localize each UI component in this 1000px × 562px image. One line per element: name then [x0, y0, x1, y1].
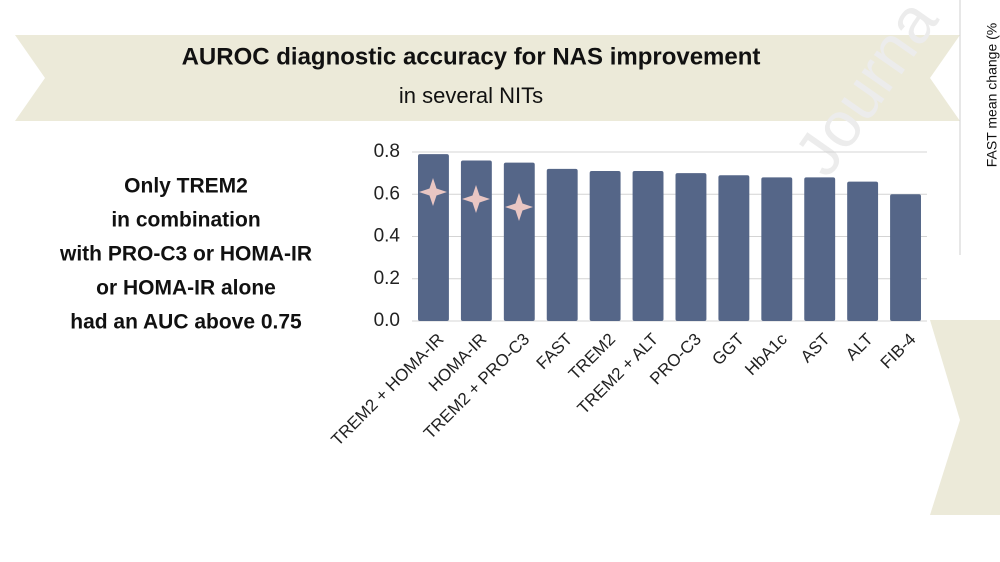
- annotation-line: in combination: [111, 209, 260, 232]
- y-tick-label: 0.0: [374, 310, 400, 331]
- bar: [761, 177, 793, 321]
- bar: [847, 181, 879, 321]
- markers: [419, 178, 533, 221]
- y-tick-label: 0.8: [374, 141, 400, 162]
- annotation-line: or HOMA-IR alone: [96, 277, 276, 300]
- bar: [546, 168, 578, 321]
- x-tick-label: ALT: [842, 330, 877, 365]
- bar: [890, 194, 921, 321]
- annotation-line: had an AUC above 0.75: [70, 311, 302, 334]
- star-marker: [419, 178, 447, 206]
- chart-title: AUROC diagnostic accuracy for NAS improv…: [182, 43, 761, 70]
- annotation-line: with PRO-C3 or HOMA-IR: [59, 243, 312, 266]
- y-tick-label: 0.2: [374, 268, 400, 289]
- x-tick-label: FIB-4: [877, 330, 920, 373]
- y-tick-label: 0.4: [374, 226, 401, 247]
- y-tick-label: 0.6: [374, 183, 400, 204]
- side-label: FAST mean change (%: [984, 23, 1000, 167]
- annotation: Only TREM2 in combination with PRO-C3 or H…: [59, 175, 312, 334]
- bar: [589, 171, 621, 321]
- bar: [718, 175, 750, 321]
- bar: [460, 160, 492, 321]
- x-tick-label: HbA1c: [741, 329, 791, 379]
- bar: [418, 154, 449, 321]
- chart-subtitle: in several NITs: [399, 83, 543, 108]
- x-tick-label: AST: [797, 330, 834, 367]
- title-banner: [15, 35, 960, 121]
- bar: [632, 171, 664, 321]
- x-tick-label: GGT: [708, 330, 747, 369]
- annotation-line: Only TREM2: [124, 175, 248, 198]
- bar: [503, 162, 535, 321]
- star-marker: [505, 193, 533, 221]
- bar: [675, 173, 707, 321]
- star-marker: [462, 185, 490, 213]
- side-banner: [930, 320, 1000, 515]
- bar: [804, 177, 836, 321]
